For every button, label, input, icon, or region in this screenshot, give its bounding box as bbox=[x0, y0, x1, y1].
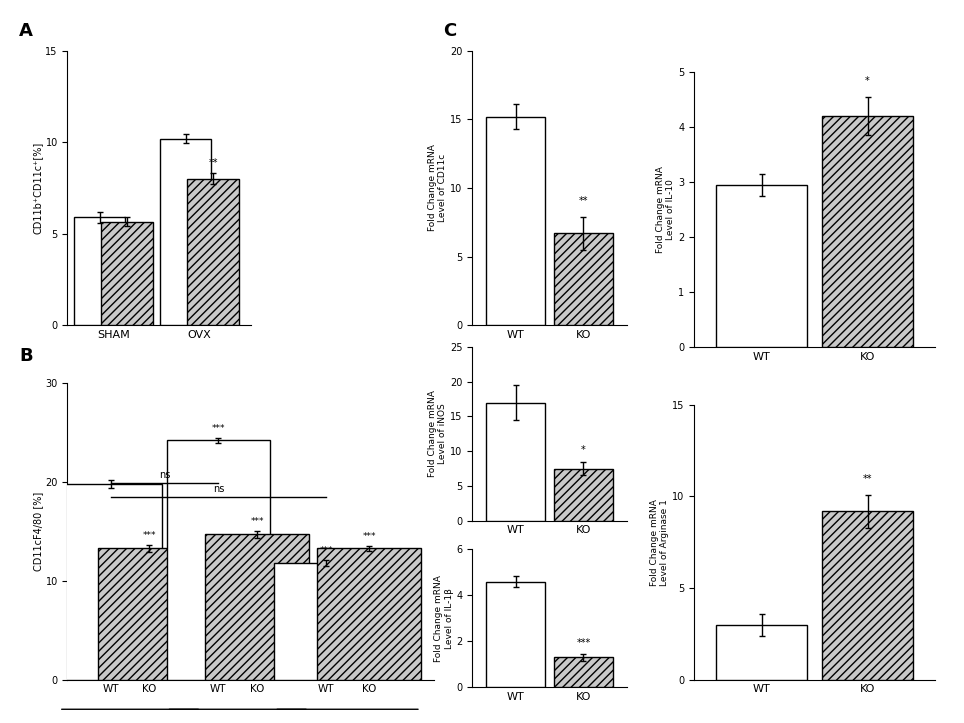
Bar bbox=[317, 548, 421, 680]
Text: C: C bbox=[443, 22, 457, 40]
Bar bbox=[101, 222, 152, 325]
Text: ***: *** bbox=[362, 532, 376, 541]
Y-axis label: Fold Change mRNA
Level of IL-10: Fold Change mRNA Level of IL-10 bbox=[656, 166, 676, 253]
Bar bbox=[821, 511, 914, 680]
Bar bbox=[59, 484, 162, 680]
Text: *: * bbox=[866, 76, 870, 86]
Bar bbox=[97, 548, 201, 680]
Text: ns: ns bbox=[159, 470, 170, 480]
Text: *: * bbox=[581, 445, 586, 455]
Bar bbox=[74, 218, 125, 325]
Bar bbox=[715, 185, 808, 347]
Bar bbox=[486, 403, 545, 521]
Bar bbox=[554, 234, 613, 325]
Text: ***: *** bbox=[576, 638, 591, 648]
Y-axis label: CD11b⁺CD11c⁺[%]: CD11b⁺CD11c⁺[%] bbox=[33, 142, 42, 234]
Text: **: ** bbox=[863, 474, 872, 484]
Bar bbox=[205, 534, 308, 680]
Bar bbox=[715, 625, 808, 680]
Text: B: B bbox=[19, 347, 33, 365]
Text: ***: *** bbox=[319, 546, 333, 555]
Y-axis label: Fold Change mRNA
Level of Arginase 1: Fold Change mRNA Level of Arginase 1 bbox=[650, 499, 669, 586]
Y-axis label: CD11cF4/80 [%]: CD11cF4/80 [%] bbox=[33, 492, 42, 571]
Text: **: ** bbox=[208, 158, 218, 168]
Bar bbox=[275, 563, 378, 680]
Text: **: ** bbox=[578, 196, 588, 206]
Text: ***: *** bbox=[211, 424, 225, 432]
Bar bbox=[554, 469, 613, 521]
Bar bbox=[486, 581, 545, 687]
Bar bbox=[486, 116, 545, 325]
Bar bbox=[167, 440, 270, 680]
Y-axis label: Fold Change mRNA
Level of IL-1β: Fold Change mRNA Level of IL-1β bbox=[434, 575, 454, 662]
Text: ***: *** bbox=[251, 517, 264, 526]
Bar bbox=[187, 179, 239, 325]
Text: ***: *** bbox=[143, 531, 156, 540]
Bar bbox=[554, 657, 613, 687]
Text: A: A bbox=[19, 22, 33, 40]
Bar bbox=[821, 116, 914, 347]
Bar bbox=[160, 139, 211, 325]
Y-axis label: Fold Change mRNA
Level of CD11c: Fold Change mRNA Level of CD11c bbox=[428, 145, 447, 231]
Text: ns: ns bbox=[213, 484, 224, 494]
Y-axis label: Fold Change mRNA
Level of iNOS: Fold Change mRNA Level of iNOS bbox=[428, 390, 447, 477]
